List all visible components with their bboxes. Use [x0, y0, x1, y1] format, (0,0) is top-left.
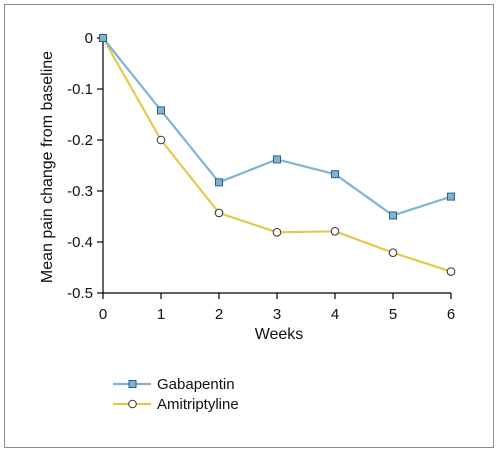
legend-item: Gabapentin	[113, 376, 235, 393]
data-point-circle	[156, 135, 166, 145]
data-point-square	[157, 106, 165, 115]
data-point-circle	[330, 226, 340, 236]
chart-frame	[4, 4, 494, 448]
data-point-square	[99, 34, 107, 42]
y-tick-label: 0	[85, 30, 93, 47]
x-tick-label: 2	[215, 306, 223, 323]
y-tick-label: -0.4	[67, 234, 93, 251]
y-tick-label: -0.5	[67, 285, 93, 302]
legend-marker-square	[128, 380, 137, 388]
legend-label: Amitriptyline	[157, 396, 239, 413]
data-point-square	[447, 192, 455, 201]
y-tick-label: -0.3	[67, 183, 93, 200]
x-tick-label: 5	[389, 306, 397, 323]
data-point-circle	[214, 208, 224, 218]
data-point-square	[389, 211, 397, 220]
series-line	[102, 37, 452, 217]
data-point-square	[331, 170, 339, 179]
x-tick-label: 0	[99, 306, 107, 323]
y-ticks: 0 -0.1 -0.2 -0.3 -0.4 -0.5	[67, 30, 103, 302]
legend-label: Gabapentin	[157, 376, 235, 393]
legend-marker-circle	[128, 399, 137, 409]
data-point-square	[215, 178, 223, 187]
x-tick-label: 4	[331, 306, 339, 323]
x-axis-title: Weeks	[255, 326, 304, 343]
data-point-circle	[446, 267, 456, 276]
y-tick-label: -0.1	[67, 81, 93, 98]
x-tick-label: 1	[157, 306, 165, 323]
data-point-circle	[388, 248, 398, 258]
legend-item: Amitriptyline	[113, 396, 239, 413]
y-axis-title: Mean pain change from baseline	[39, 51, 56, 283]
y-tick-label: -0.2	[67, 132, 93, 149]
legend: Gabapentin Amitriptyline	[113, 376, 239, 413]
x-tick-label: 3	[273, 306, 281, 323]
series-gabapentin	[99, 34, 455, 220]
series-amitriptyline	[98, 33, 456, 276]
data-point-square	[273, 155, 281, 164]
x-ticks: 0 1 2 3 4 5 6	[99, 293, 455, 323]
x-tick-label: 6	[447, 306, 455, 323]
data-point-circle	[272, 228, 282, 237]
series-layer	[98, 33, 456, 276]
